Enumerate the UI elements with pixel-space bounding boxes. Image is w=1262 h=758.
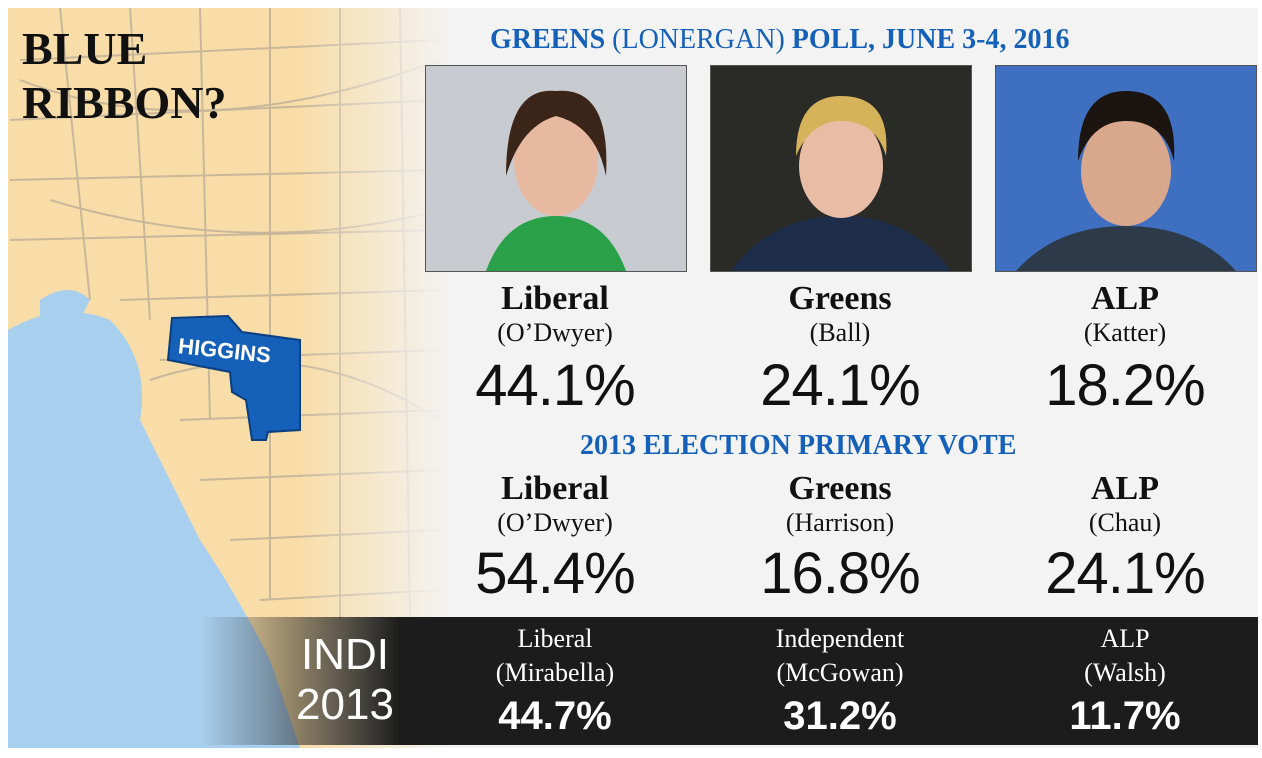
vote-share: 11.7% [1069, 694, 1181, 738]
heading-part: GREENS [490, 24, 606, 55]
vote-share: 54.4% [475, 541, 635, 606]
title-line: BLUE [22, 23, 148, 74]
party: Liberal [501, 470, 609, 507]
candidate-name: (Walsh) [1084, 658, 1166, 687]
title-line: RIBBON? [22, 77, 227, 128]
party: Liberal [501, 280, 609, 317]
vote-share: 18.2% [1045, 353, 1205, 418]
candidate-name: (O’Dwyer) [497, 318, 613, 347]
vote-share: 44.1% [475, 353, 635, 418]
vote-share: 24.1% [760, 353, 920, 418]
party: ALP [1091, 280, 1159, 317]
heading-part: (LONERGAN) [612, 24, 785, 55]
vote-share: 16.8% [760, 541, 920, 606]
candidate-name: (Mirabella) [495, 658, 615, 687]
candidate-name: (Ball) [809, 318, 871, 347]
party: Greens [788, 470, 892, 507]
vote-share: 44.7% [498, 694, 612, 738]
indi-heading: INDI 2013 [270, 630, 420, 730]
party: ALP [1100, 624, 1150, 653]
candidate-name: (O’Dwyer) [497, 508, 613, 537]
vote-share: 31.2% [783, 694, 897, 738]
candidate-name: (McGowan) [776, 658, 904, 687]
candidate-photo [425, 65, 687, 272]
party: ALP [1091, 470, 1159, 507]
election-heading: 2013 ELECTION PRIMARY VOTE [580, 430, 1017, 461]
heading-part: POLL, JUNE 3-4, 2016 [791, 24, 1070, 55]
party: Liberal [517, 624, 593, 653]
candidate-photo [995, 65, 1257, 272]
candidate-photo [710, 65, 972, 272]
vote-share: 24.1% [1045, 541, 1205, 606]
party: Greens [788, 280, 892, 317]
indi-heading-line: 2013 [296, 680, 394, 729]
candidate-name: (Katter) [1083, 318, 1167, 347]
title: BLUE RIBBON? [22, 22, 226, 130]
indi-heading-line: INDI [301, 630, 389, 679]
poll-heading: GREENS (LONERGAN) POLL, JUNE 3-4, 2016 [490, 24, 1069, 56]
candidate-name: (Harrison) [785, 508, 895, 537]
party: Independent [775, 624, 905, 653]
candidate-name: (Chau) [1088, 508, 1162, 537]
